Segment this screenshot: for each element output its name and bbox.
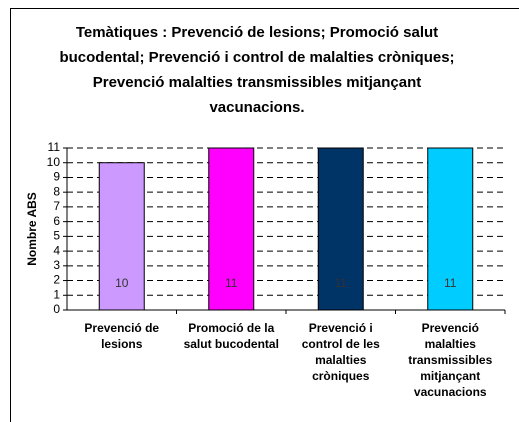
x-tick-label: Promoció de la salut bucodental xyxy=(183,321,279,351)
chart-frame xyxy=(10,8,519,422)
value-label: 11 xyxy=(444,276,457,290)
y-tick-label: 7 xyxy=(53,199,60,213)
value-label: 10 xyxy=(115,276,129,290)
x-tick-label: Prevenció de lesions xyxy=(84,321,160,351)
bar xyxy=(208,147,255,311)
x-tick-label: Prevenció malalties transmissibles mitja… xyxy=(408,321,493,399)
y-tick-label: 1 xyxy=(53,287,60,301)
y-tick-label: 6 xyxy=(53,214,60,228)
value-label: 11 xyxy=(225,276,238,290)
y-tick-label: 3 xyxy=(53,258,60,272)
y-tick-label: 11 xyxy=(48,140,61,154)
chart-title: Temàtiques : Prevenció de lesions; Promo… xyxy=(59,24,455,116)
y-tick-label: 5 xyxy=(53,229,60,243)
value-label: 11 xyxy=(335,276,348,290)
bar xyxy=(98,162,145,311)
y-tick-label: 4 xyxy=(53,243,60,257)
y-tick-label: 9 xyxy=(53,170,60,184)
y-axis-label: Nombre ABS xyxy=(25,192,39,266)
y-tick-label: 2 xyxy=(53,273,60,287)
x-tick-label: Prevenció i control de les malalties crò… xyxy=(301,321,380,383)
y-tick-label: 8 xyxy=(53,184,60,198)
y-tick-label: 0 xyxy=(53,302,60,316)
bar xyxy=(427,147,474,311)
bar xyxy=(317,147,364,311)
y-tick-label: 10 xyxy=(47,155,61,169)
